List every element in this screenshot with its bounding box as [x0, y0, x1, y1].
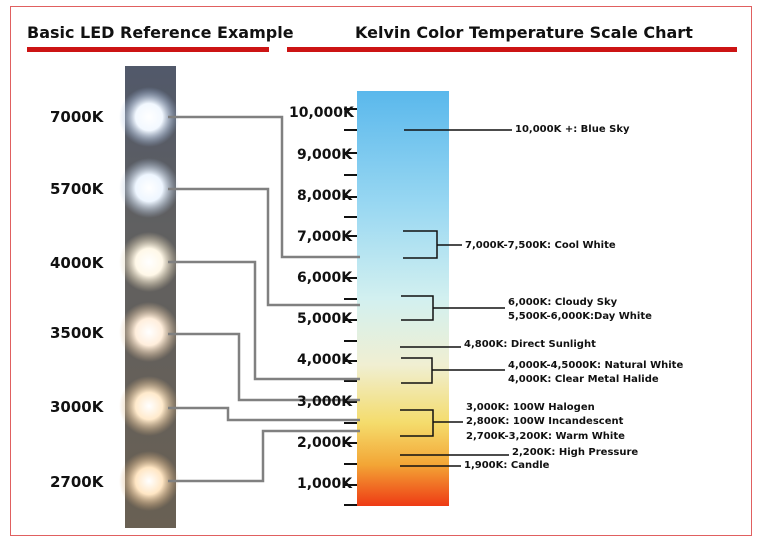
scale-label-10000k: 10,000K: [289, 105, 354, 121]
frame-border: [10, 6, 752, 536]
scale-label-6000k: 6,000K: [297, 270, 353, 286]
led-connectors: [168, 115, 360, 483]
led-label-3000k: 3000K: [50, 398, 104, 416]
led-7000k: [119, 87, 179, 147]
annotation-incandescent: 2,800K: 100W Incandescent: [466, 416, 624, 427]
annotation-brackets: [400, 129, 512, 467]
kelvin-chart-title: Kelvin Color Temperature Scale Chart: [355, 23, 693, 42]
led-label-4000k: 4000K: [50, 254, 104, 272]
scale-label-8000k: 8,000K: [297, 188, 353, 204]
scale-label-5000k: 5,000K: [297, 311, 353, 327]
led-3500k: [119, 302, 179, 362]
led-label-5700k: 5700K: [50, 180, 104, 198]
led-5700k: [119, 158, 179, 218]
kelvin-gradient-scale: [357, 91, 449, 506]
scale-label-7000k: 7,000K: [297, 229, 353, 245]
kelvin-title-underline: [287, 47, 737, 52]
annotation-metal-halide: 4,000K: Clear Metal Halide: [508, 374, 659, 385]
annotation-natural-white: 4,000K-4,5000K: Natural White: [508, 360, 684, 371]
annotation-warm-white: 2,700K-3,200K: Warm White: [466, 431, 625, 442]
scale-ticks: [344, 108, 357, 506]
scale-label-4000k: 4,000K: [297, 352, 353, 368]
led-label-3500k: 3500K: [50, 324, 104, 342]
led-3000k: [119, 376, 179, 436]
led-reference-title: Basic LED Reference Example: [27, 23, 294, 42]
scale-label-1000k: 1,000K: [297, 476, 353, 492]
annotation-halogen: 3,000K: 100W Halogen: [466, 402, 595, 413]
led-4000k: [119, 232, 179, 292]
annotation-high-pressure: 2,200K: High Pressure: [512, 447, 639, 458]
annotation-blue-sky: 10,000K +: Blue Sky: [515, 124, 630, 135]
annotation-cloudy-sky: 6,000K: Cloudy Sky: [508, 297, 618, 308]
annotation-day-white: 5,500K-6,000K:Day White: [508, 311, 652, 322]
led-label-2700k: 2700K: [50, 473, 104, 491]
scale-label-2000k: 2,000K: [297, 435, 353, 451]
annotation-cool-white: 7,000K-7,500K: Cool White: [465, 240, 616, 251]
annotation-direct-sunlight: 4,800K: Direct Sunlight: [464, 339, 596, 350]
led-label-7000k: 7000K: [50, 108, 104, 126]
scale-label-3000k: 3,000K: [297, 394, 353, 410]
led-2700k: [119, 451, 179, 511]
led-title-underline: [27, 47, 269, 52]
scale-label-9000k: 9,000K: [297, 147, 353, 163]
annotation-candle: 1,900K: Candle: [464, 460, 550, 471]
